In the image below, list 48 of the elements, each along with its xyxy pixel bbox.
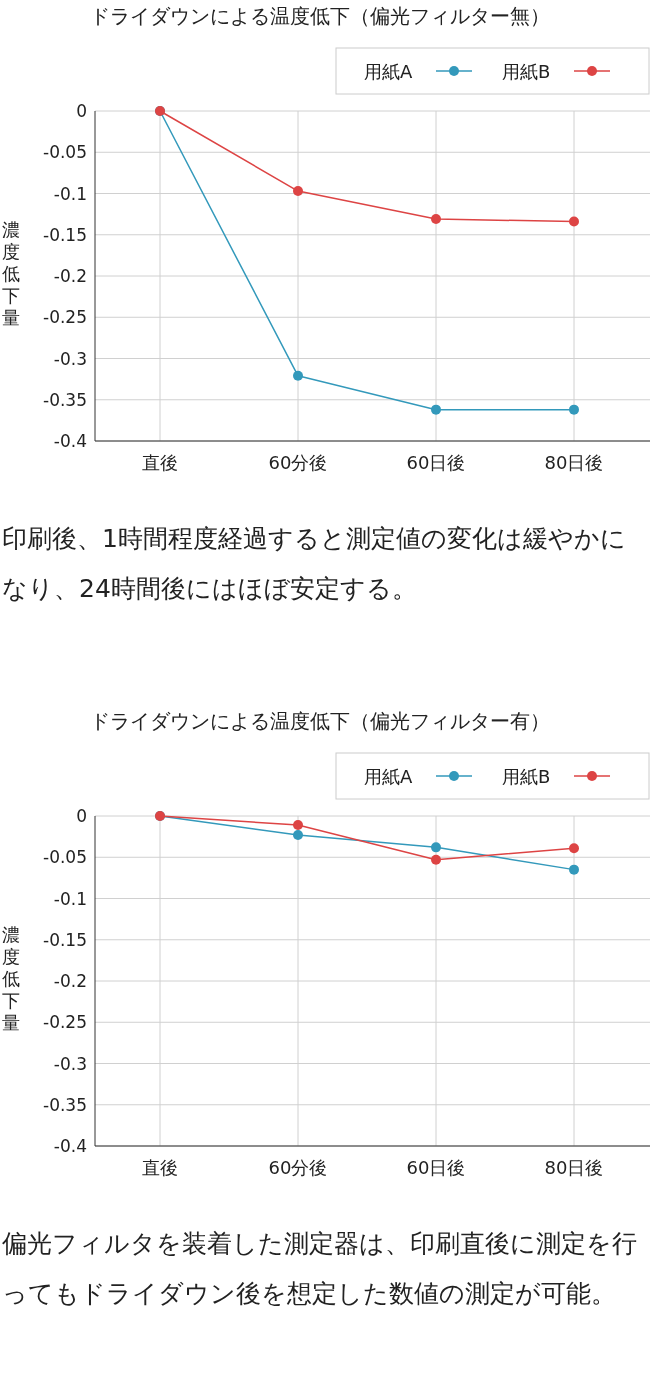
- chart-title: ドライダウンによる温度低下（偏光フィルター無）: [90, 4, 550, 28]
- y-axis-title: 濃度低下量: [2, 219, 20, 328]
- point: [569, 843, 579, 854]
- x-tick-label: 直後: [142, 452, 178, 473]
- point: [569, 864, 579, 875]
- y-tick-label: -0.25: [43, 1012, 87, 1033]
- point: [431, 214, 441, 225]
- x-tick-label: 80日後: [544, 452, 604, 473]
- y-tick-label: 0: [76, 101, 87, 121]
- point: [431, 404, 441, 415]
- y-tick-label: -0.2: [53, 971, 87, 991]
- y-tick-label: -0.15: [43, 224, 87, 245]
- y-tick-label: -0.1: [53, 888, 87, 909]
- x-tick-label: 80日後: [544, 1157, 604, 1178]
- y-tick-label: -0.2: [53, 266, 87, 286]
- y-tick-label: -0.3: [53, 1053, 87, 1074]
- y-tick-label: -0.4: [53, 431, 87, 451]
- point: [431, 842, 441, 853]
- point: [569, 404, 579, 415]
- y-tick-label: -0.35: [43, 389, 87, 410]
- y-tick-label: -0.35: [43, 1094, 87, 1115]
- text: 印刷後、1時間程度経過すると測定値の変化は緩やかになり、24時間後にはほぼ安定する。: [1, 523, 627, 605]
- x-tick-label: 60日後: [406, 452, 466, 473]
- text: 偏光フィルタを装着した測定器は、印刷直後に測定を行ってもドライダウン後を想定した数値の測定が可能。: [1, 1228, 638, 1310]
- x-tick-label: 60日後: [406, 1157, 466, 1178]
- y-axis-title: 濃度低下量: [2, 924, 20, 1033]
- x-tick-label: 60分後: [268, 1157, 328, 1178]
- y-tick-label: -0.15: [43, 929, 87, 950]
- x-tick-label: 60分後: [268, 452, 328, 473]
- y-tick-label: 0: [76, 806, 87, 826]
- y-tick-label: -0.3: [53, 348, 87, 369]
- legend-label: 用紙B: [502, 61, 551, 82]
- legend-label: 用紙B: [502, 766, 551, 787]
- legend-label: 用紙A: [364, 766, 413, 787]
- point: [293, 829, 303, 840]
- y-tick-label: -0.05: [43, 847, 87, 868]
- y-tick-label: -0.05: [43, 142, 87, 163]
- point: [431, 854, 441, 865]
- y-tick-label: -0.4: [53, 1136, 87, 1156]
- legend-label: 用紙A: [364, 61, 413, 82]
- point: [293, 820, 303, 831]
- x-tick-label: 直後: [142, 1157, 178, 1178]
- point: [293, 186, 303, 197]
- chart-title: ドライダウンによる温度低下（偏光フィルター有）: [90, 709, 550, 733]
- point: [569, 216, 579, 227]
- y-tick-label: -0.25: [43, 307, 87, 328]
- point: [293, 370, 303, 381]
- y-tick-label: -0.1: [53, 183, 87, 204]
